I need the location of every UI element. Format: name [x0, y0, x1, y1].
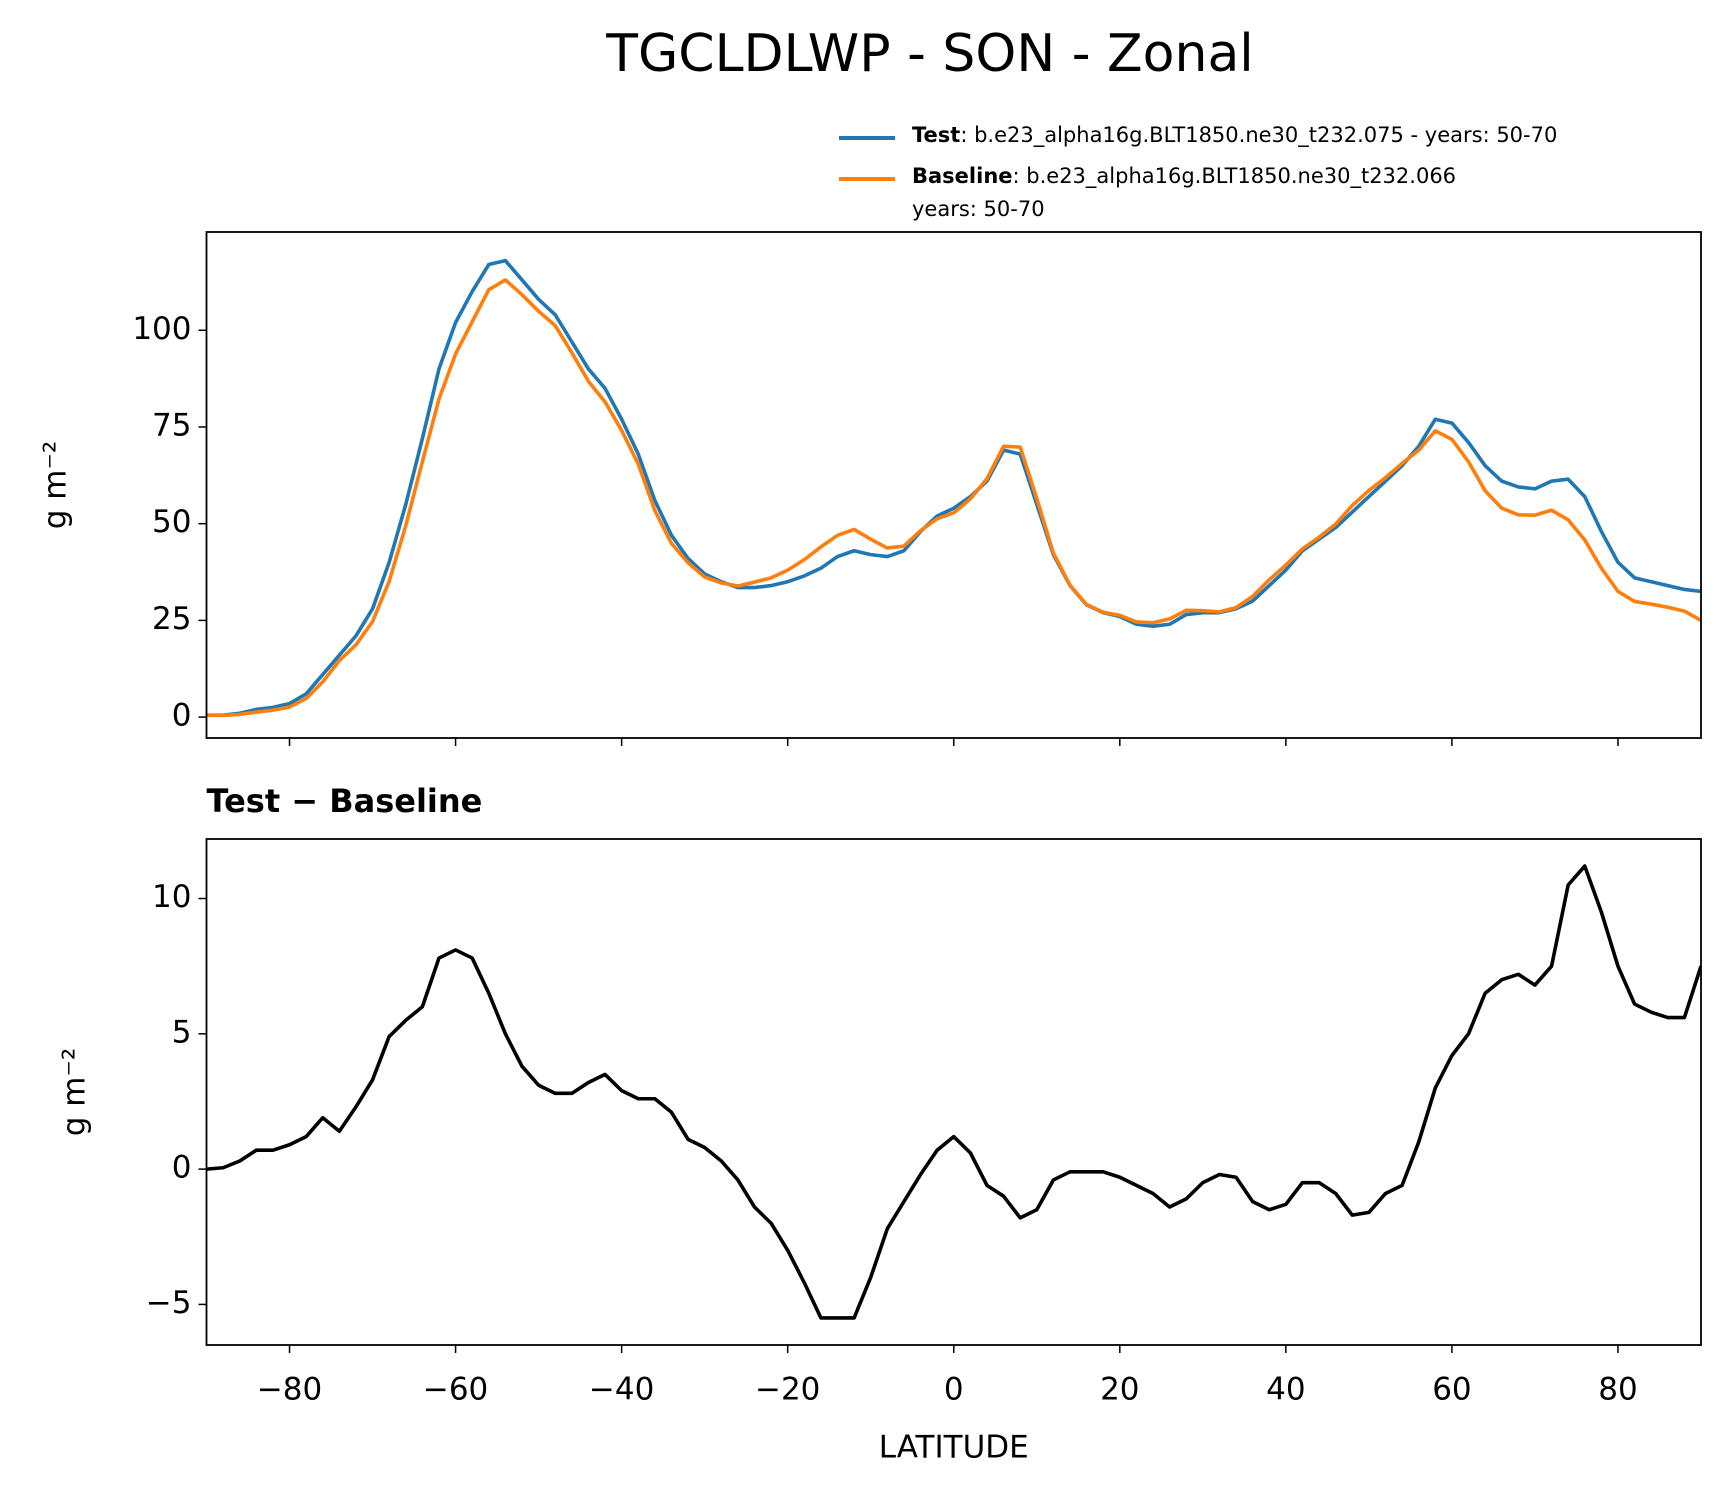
- y-tick-label: 5: [172, 1014, 192, 1050]
- legend-text: years: 50-70: [912, 197, 1045, 221]
- y-tick-label: −5: [146, 1285, 192, 1321]
- x-tick-label: −60: [423, 1372, 488, 1408]
- chart-title: TGCLDLWP - SON - Zonal: [605, 24, 1254, 84]
- y-tick-label: 50: [152, 504, 191, 540]
- x-tick-label: −80: [257, 1372, 322, 1408]
- y-tick-label: 0: [172, 698, 192, 734]
- subtitle: Test − Baseline: [207, 782, 483, 820]
- x-tick-label: 60: [1432, 1372, 1471, 1408]
- x-tick-label: 80: [1598, 1372, 1637, 1408]
- x-tick-label: −40: [589, 1372, 654, 1408]
- axes-frame: [205, 231, 1702, 739]
- data-line: [206, 258, 1701, 717]
- data-line: [206, 278, 1701, 718]
- y-tick-label: 75: [152, 407, 191, 443]
- x-tick-label: 20: [1100, 1372, 1139, 1408]
- x-tick-label: 0: [944, 1372, 964, 1408]
- y-axis-label: g m⁻²: [38, 441, 74, 530]
- y-tick-label: 100: [132, 311, 191, 347]
- y-axis-label: g m⁻²: [57, 1048, 93, 1137]
- legend-entry: Baseline: b.e23_alpha16g.BLT1850.ne30_t2…: [912, 164, 1456, 189]
- x-axis-label: LATITUDE: [879, 1430, 1029, 1466]
- y-tick-label: 0: [172, 1150, 192, 1186]
- y-tick-label: 10: [152, 879, 191, 915]
- legend-name: Baseline: [912, 164, 1013, 188]
- legend-entry: years: 50-70: [912, 197, 1045, 221]
- y-tick-label: 25: [152, 601, 191, 637]
- legend-text: : b.e23_alpha16g.BLT1850.ne30_t232.066: [1013, 164, 1457, 189]
- data-line: [206, 864, 1701, 1320]
- axes-frame: [205, 838, 1702, 1346]
- x-tick-label: −20: [755, 1372, 820, 1408]
- legend-entry: Test: b.e23_alpha16g.BLT1850.ne30_t232.0…: [912, 123, 1557, 148]
- legend-name: Test: [912, 123, 960, 147]
- legend-text: : b.e23_alpha16g.BLT1850.ne30_t232.075 -…: [960, 123, 1557, 148]
- x-tick-label: 40: [1266, 1372, 1305, 1408]
